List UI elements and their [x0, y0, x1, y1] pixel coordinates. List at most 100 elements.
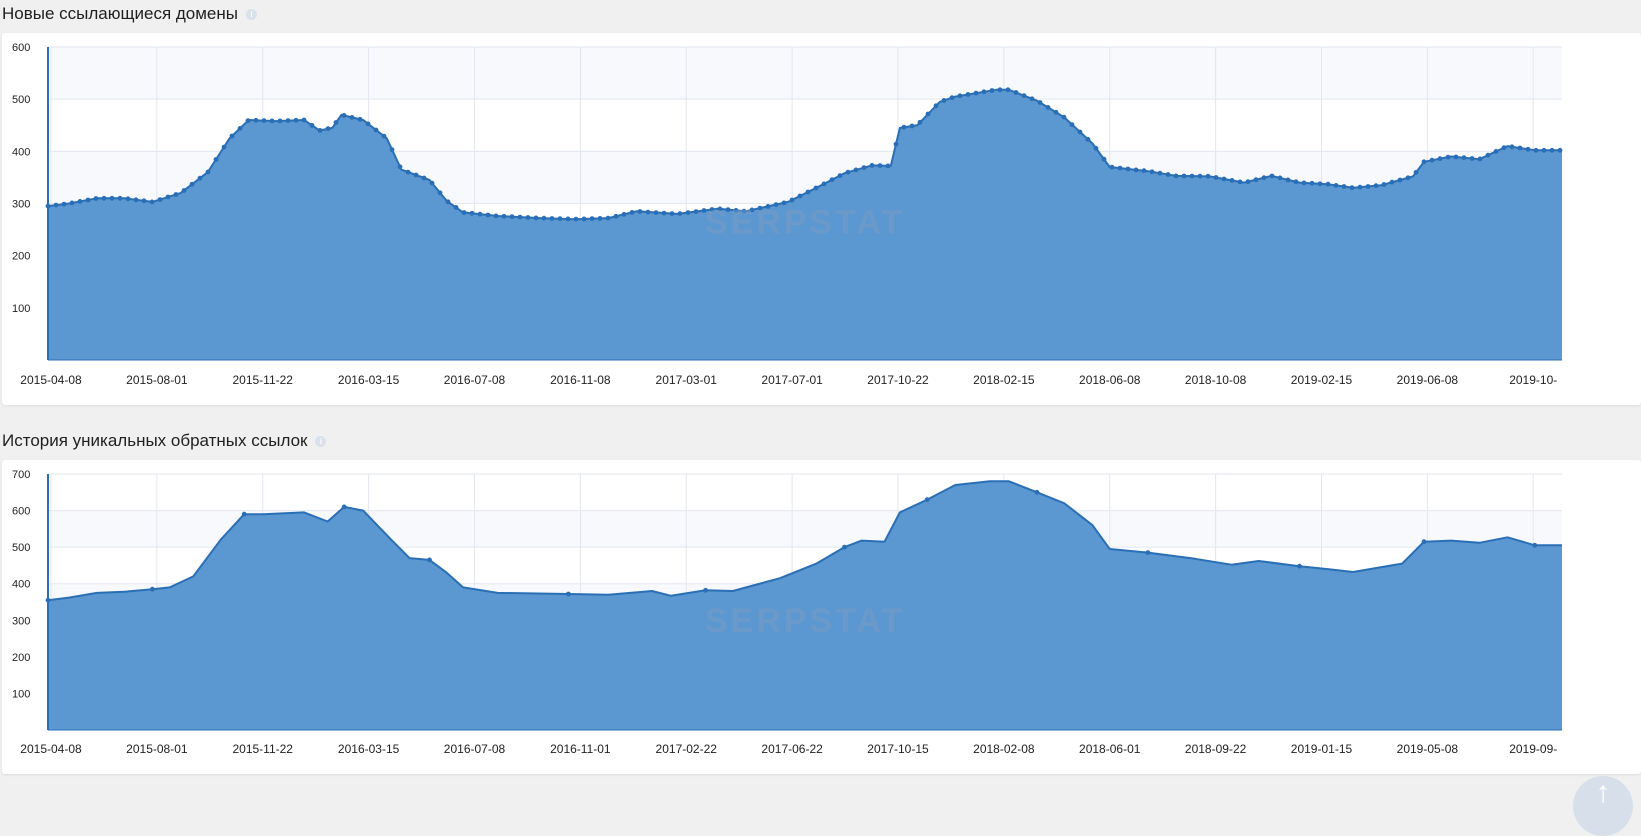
data-point[interactable]: [813, 185, 819, 191]
data-point[interactable]: [205, 169, 211, 175]
data-point[interactable]: [1069, 122, 1075, 127]
data-point[interactable]: [157, 197, 163, 203]
data-point[interactable]: [1005, 87, 1011, 93]
data-point[interactable]: [1365, 184, 1371, 189]
data-point[interactable]: [605, 215, 611, 221]
data-point[interactable]: [741, 208, 747, 214]
data-point[interactable]: [1061, 114, 1067, 120]
data-point[interactable]: [1557, 147, 1563, 153]
data-point[interactable]: [429, 180, 435, 186]
data-point[interactable]: [1373, 183, 1379, 189]
data-point[interactable]: [1333, 183, 1339, 188]
data-point[interactable]: [637, 209, 643, 214]
data-point[interactable]: [709, 207, 715, 212]
data-point[interactable]: [381, 133, 387, 139]
data-point[interactable]: [933, 103, 939, 109]
data-point[interactable]: [317, 128, 323, 133]
data-point[interactable]: [773, 202, 779, 208]
data-point[interactable]: [1397, 177, 1403, 183]
data-point[interactable]: [93, 196, 99, 201]
data-point[interactable]: [261, 118, 267, 123]
data-point[interactable]: [1165, 172, 1171, 177]
data-point[interactable]: [1325, 181, 1331, 187]
data-point[interactable]: [53, 202, 59, 208]
data-point[interactable]: [1341, 184, 1347, 189]
data-point[interactable]: [765, 204, 771, 209]
data-point[interactable]: [525, 215, 531, 220]
data-point[interactable]: [1205, 173, 1211, 179]
data-point[interactable]: [1357, 184, 1363, 190]
data-point[interactable]: [749, 207, 755, 213]
data-point[interactable]: [253, 117, 259, 123]
data-point[interactable]: [797, 193, 803, 199]
data-point[interactable]: [1197, 173, 1203, 179]
data-point[interactable]: [150, 586, 155, 592]
data-point[interactable]: [661, 210, 667, 216]
data-point[interactable]: [117, 195, 123, 201]
data-point[interactable]: [957, 93, 963, 99]
data-point[interactable]: [669, 211, 675, 217]
data-point[interactable]: [677, 211, 683, 217]
data-point[interactable]: [1421, 539, 1427, 545]
data-point[interactable]: [389, 147, 395, 152]
data-point[interactable]: [349, 115, 355, 120]
data-point[interactable]: [1221, 176, 1227, 182]
data-point[interactable]: [1297, 563, 1302, 569]
data-point[interactable]: [453, 205, 459, 210]
data-point[interactable]: [757, 205, 763, 211]
data-point[interactable]: [1525, 146, 1531, 152]
data-point[interactable]: [973, 90, 979, 96]
data-point[interactable]: [829, 177, 835, 183]
data-point[interactable]: [549, 216, 555, 221]
data-point[interactable]: [333, 120, 339, 125]
data-point[interactable]: [1189, 173, 1195, 179]
data-point[interactable]: [1285, 177, 1291, 183]
data-point[interactable]: [241, 511, 247, 517]
data-point[interactable]: [269, 118, 275, 124]
data-point[interactable]: [901, 124, 907, 130]
data-point[interactable]: [277, 118, 283, 124]
data-point[interactable]: [693, 209, 699, 215]
data-point[interactable]: [1405, 175, 1411, 181]
data-point[interactable]: [427, 557, 432, 563]
data-point[interactable]: [149, 199, 155, 205]
data-point[interactable]: [1533, 147, 1539, 153]
data-point[interactable]: [573, 216, 579, 222]
data-point[interactable]: [1429, 157, 1435, 163]
data-point[interactable]: [477, 211, 483, 217]
data-point[interactable]: [61, 201, 67, 207]
data-point[interactable]: [189, 181, 195, 187]
data-point[interactable]: [1045, 105, 1051, 110]
data-point[interactable]: [1413, 170, 1419, 175]
data-point[interactable]: [1293, 179, 1299, 185]
data-point[interactable]: [1453, 154, 1459, 160]
data-point[interactable]: [733, 208, 739, 213]
data-point[interactable]: [989, 88, 995, 93]
data-point[interactable]: [541, 215, 547, 221]
data-point[interactable]: [1493, 149, 1499, 154]
data-point[interactable]: [1053, 109, 1059, 115]
data-point[interactable]: [581, 216, 587, 222]
data-point[interactable]: [789, 197, 795, 203]
data-point[interactable]: [565, 216, 571, 222]
data-point[interactable]: [1145, 550, 1151, 555]
data-point[interactable]: [949, 95, 955, 101]
data-point[interactable]: [1077, 129, 1083, 135]
data-point[interactable]: [1381, 182, 1387, 187]
data-point[interactable]: [1421, 159, 1427, 165]
data-point[interactable]: [397, 164, 403, 170]
data-point[interactable]: [861, 165, 867, 171]
data-point[interactable]: [1021, 93, 1027, 99]
data-point[interactable]: [1213, 175, 1219, 180]
data-point[interactable]: [1173, 173, 1179, 179]
data-point[interactable]: [941, 98, 947, 103]
data-point[interactable]: [597, 216, 603, 221]
scroll-to-top-button[interactable]: ↑: [1573, 776, 1633, 836]
data-point[interactable]: [1125, 166, 1131, 172]
data-point[interactable]: [925, 111, 931, 117]
data-point[interactable]: [566, 591, 571, 597]
data-point[interactable]: [1517, 145, 1523, 151]
data-point[interactable]: [109, 195, 115, 201]
data-point[interactable]: [101, 195, 107, 201]
data-point[interactable]: [1237, 179, 1243, 185]
